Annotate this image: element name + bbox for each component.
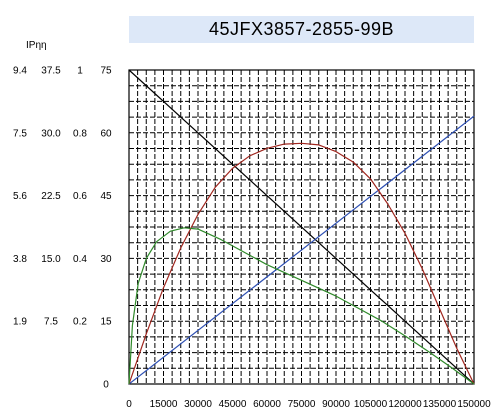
axis-header-label: IPηη bbox=[26, 40, 47, 51]
y-tick-label: 60 bbox=[100, 128, 112, 139]
y-tick-label: 30 bbox=[100, 254, 112, 265]
x-tick-label: 60000 bbox=[253, 399, 281, 410]
y-tick-label: 1 bbox=[77, 66, 83, 77]
chart-title: 45JFX3857-2855-99B bbox=[208, 19, 395, 39]
y-tick-label: 15 bbox=[100, 317, 112, 328]
y-tick-label: 3.8 bbox=[13, 254, 27, 265]
x-tick-label: 135000 bbox=[423, 399, 457, 410]
y-tick-label: 0 bbox=[103, 380, 109, 391]
series-line-3 bbox=[128, 142, 475, 385]
chart-title-box: 45JFX3857-2855-99B bbox=[129, 16, 474, 43]
y-tick-label: 0.4 bbox=[73, 254, 87, 265]
y-tick-label: 0.2 bbox=[73, 317, 87, 328]
y-tick-label: 15.0 bbox=[41, 254, 61, 265]
series-line-1 bbox=[128, 69, 475, 385]
x-tick-label: 105000 bbox=[354, 399, 388, 410]
y-tick-label: 0.6 bbox=[73, 191, 87, 202]
x-tick-label: 75000 bbox=[288, 399, 316, 410]
series-line-4 bbox=[128, 227, 475, 385]
x-tick-label: 45000 bbox=[219, 399, 247, 410]
x-tick-label: 120000 bbox=[388, 399, 422, 410]
y-tick-label: 7.5 bbox=[13, 128, 27, 139]
x-tick-label: 90000 bbox=[322, 399, 350, 410]
y-tick-label: 30.0 bbox=[41, 128, 61, 139]
series-line-2 bbox=[128, 115, 475, 385]
x-tick-label: 0 bbox=[126, 399, 132, 410]
plot-frame bbox=[128, 69, 475, 385]
y-tick-label: 75 bbox=[100, 66, 112, 77]
y-tick-label: 45 bbox=[100, 191, 112, 202]
y-tick-label: 37.5 bbox=[41, 66, 61, 77]
x-tick-label: 150000 bbox=[457, 399, 491, 410]
y-tick-label: 22.5 bbox=[41, 191, 61, 202]
y-tick-label: 9.4 bbox=[13, 66, 27, 77]
x-tick-label: 30000 bbox=[184, 399, 212, 410]
y-tick-label: 5.6 bbox=[13, 191, 27, 202]
y-tick-label: 7.5 bbox=[44, 317, 58, 328]
y-tick-label: 1.9 bbox=[13, 317, 27, 328]
y-tick-label: 0.8 bbox=[73, 128, 87, 139]
x-tick-label: 15000 bbox=[150, 399, 178, 410]
